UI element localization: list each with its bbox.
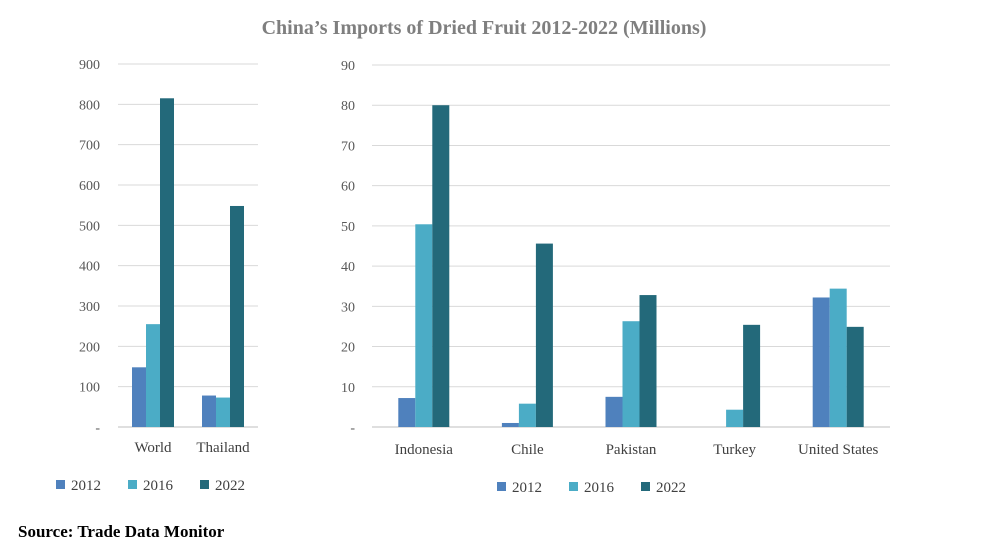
bar-world-2012 <box>132 367 146 427</box>
bar-united-states-2012 <box>812 297 830 427</box>
y-tick-label: 800 <box>79 98 100 113</box>
bar-pakistan-2016 <box>622 321 640 427</box>
y-tick-label: 100 <box>79 381 100 396</box>
legend-label: 2016 <box>584 480 615 496</box>
bar-world-2016 <box>146 324 160 427</box>
bar-pakistan-2022 <box>639 295 657 427</box>
bar-turkey-2016 <box>726 409 744 427</box>
category-label: Chile <box>511 442 544 458</box>
bar-indonesia-2012 <box>398 398 416 427</box>
bar-thailand-2016 <box>216 397 230 427</box>
legend-swatch-2012 <box>56 480 65 489</box>
bar-indonesia-2016 <box>415 224 433 427</box>
y-tick-label: 700 <box>79 139 100 154</box>
y-tick-label: 90 <box>341 59 355 74</box>
bar-pakistan-2012 <box>605 396 623 427</box>
bar-united-states-2016 <box>829 288 847 427</box>
bar-chile-2012 <box>501 422 519 427</box>
bar-indonesia-2022 <box>432 105 450 427</box>
chart-title: China’s Imports of Dried Fruit 2012-2022… <box>262 17 707 39</box>
y-tick-label: 50 <box>341 220 355 235</box>
y-tick-label: 70 <box>341 139 355 154</box>
legend-swatch-2022 <box>200 480 209 489</box>
bar-united-states-2022 <box>846 326 864 427</box>
y-tick-label: 300 <box>79 300 100 315</box>
y-tick-label: 60 <box>341 180 355 195</box>
legend-label: 2022 <box>656 480 686 496</box>
y-tick-label: 10 <box>341 381 355 396</box>
y-tick-label: 900 <box>79 58 100 73</box>
bar-turkey-2022 <box>743 324 761 427</box>
y-tick-label: - <box>95 421 100 436</box>
y-tick-label: 80 <box>341 99 355 114</box>
world-thailand-chart-panel: - 100 200 300 400 500 600 700 800 900 World Thailan… <box>56 58 258 494</box>
y-tick-label: 200 <box>79 340 100 355</box>
y-tick-label: 500 <box>79 219 100 234</box>
legend-label: 2016 <box>143 478 174 494</box>
y-tick-label: 20 <box>341 341 355 356</box>
y-tick-label: - <box>350 421 355 436</box>
category-label: Thailand <box>196 440 250 456</box>
category-label: World <box>134 440 172 456</box>
legend-label: 2012 <box>71 478 101 494</box>
bar-thailand-2022 <box>230 205 244 427</box>
legend-label: 2022 <box>215 478 245 494</box>
bar-world-2022 <box>160 98 174 428</box>
y-tick-label: 400 <box>79 260 100 275</box>
bar-chile-2022 <box>535 243 553 427</box>
y-tick-label: 40 <box>341 260 355 275</box>
category-label: Turkey <box>713 442 756 458</box>
bar-thailand-2012 <box>202 395 216 427</box>
y-tick-label: 600 <box>79 179 100 194</box>
category-label: Pakistan <box>606 442 657 458</box>
legend-label: 2012 <box>512 480 542 496</box>
legend-swatch-2016 <box>569 482 578 491</box>
legend-swatch-2022 <box>641 482 650 491</box>
source-note: Source: Trade Data Monitor <box>18 522 225 541</box>
legend-swatch-2016 <box>128 480 137 489</box>
category-label: Indonesia <box>395 442 454 458</box>
y-tick-label: 30 <box>341 300 355 315</box>
bar-chile-2016 <box>518 403 536 427</box>
legend-swatch-2012 <box>497 482 506 491</box>
country-chart-panel: - 10 20 30 40 50 60 70 80 90 Indonesia Chile Pakista… <box>341 59 890 496</box>
category-label: United States <box>798 442 879 458</box>
